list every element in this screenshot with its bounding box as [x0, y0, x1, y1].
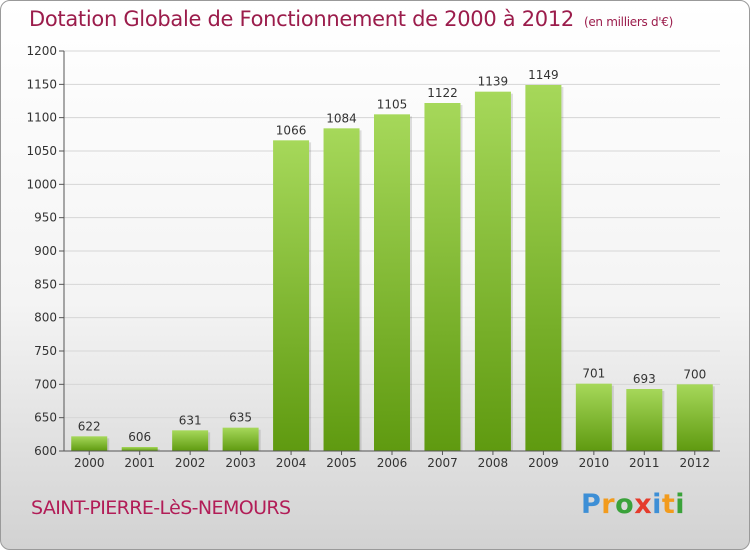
x-tick-label: 2011	[629, 456, 660, 470]
proxiti-logo: Proxiti	[581, 489, 685, 520]
logo-letter: i	[652, 489, 662, 520]
y-tick-label: 1050	[26, 144, 57, 158]
bar-value-label: 700	[683, 367, 706, 381]
bar-value-label: 1139	[478, 75, 509, 89]
bar-2005	[323, 128, 360, 451]
logo-letter: o	[615, 489, 635, 520]
y-tick-label: 850	[34, 277, 57, 291]
bar-2008	[474, 91, 511, 452]
y-tick-label: 1150	[26, 77, 57, 91]
bar-value-label: 693	[633, 372, 656, 386]
bar-2003	[222, 427, 259, 451]
bar-value-label: 1084	[326, 111, 357, 125]
bar-value-label: 701	[582, 367, 605, 381]
chart-title: Dotation Globale de Fonctionnement de 20…	[29, 7, 673, 31]
y-tick-label: 1100	[26, 111, 57, 125]
logo-letter: x	[634, 489, 653, 520]
bar-2000	[71, 436, 108, 451]
y-tick-label: 700	[34, 377, 57, 391]
logo-letter: t	[661, 489, 676, 520]
bar-value-label: 631	[179, 413, 202, 427]
x-tick-label: 2005	[326, 456, 357, 470]
axes: 600 650 700 750 800 850 900 950 1000 1050 1100 1150…	[26, 44, 720, 470]
logo-letter: i	[675, 489, 686, 520]
y-tick-label: 900	[34, 244, 57, 258]
bar-value-label: 1122	[427, 86, 458, 100]
bar-2007	[424, 103, 461, 451]
y-tick-label: 650	[34, 411, 57, 425]
y-tick-label: 750	[34, 344, 57, 358]
x-tick-label: 2003	[225, 456, 256, 470]
chart-unit: (en milliers d'€)	[583, 15, 673, 29]
x-tick-label: 2004	[276, 456, 307, 470]
bar-value-label: 606	[128, 430, 151, 444]
x-tick-label: 2007	[427, 456, 458, 470]
bars: 622 606 631 635 1066 1084 1105 1122 1139 1149 701 6…	[71, 68, 715, 452]
bar-value-label: 1149	[528, 68, 559, 82]
x-tick-label: 2008	[478, 456, 509, 470]
x-tick-label: 2012	[679, 456, 710, 470]
bar-2002	[172, 430, 209, 451]
x-tick-label: 2006	[377, 456, 408, 470]
bar-2006	[374, 114, 410, 451]
y-tick-label: 1000	[26, 177, 57, 191]
bar-2010	[575, 383, 612, 451]
logo-letter: P	[581, 489, 602, 520]
bar-2004	[273, 140, 310, 452]
x-tick-label: 2001	[124, 456, 155, 470]
commune-name: SAINT-PIERRE-LèS-NEMOURS	[31, 497, 291, 519]
x-tick-label: 2000	[74, 456, 105, 470]
x-tick-label: 2010	[579, 456, 610, 470]
bar-2012	[676, 384, 713, 451]
bar-value-label: 1066	[276, 123, 307, 137]
bar-2009	[525, 85, 562, 451]
bar-value-label: 1105	[377, 97, 408, 111]
bar-value-label: 622	[78, 419, 101, 433]
chart-title-text: Dotation Globale de Fonctionnement de 20…	[29, 7, 574, 31]
y-tick-label: 600	[34, 444, 57, 458]
bar-2011	[626, 389, 663, 451]
logo-letter: r	[601, 489, 616, 520]
x-tick-label: 2002	[175, 456, 206, 470]
bar-2001	[121, 447, 158, 451]
x-tick-label: 2009	[528, 456, 559, 470]
y-tick-label: 1200	[26, 44, 57, 58]
y-tick-label: 800	[34, 311, 57, 325]
y-tick-label: 950	[34, 211, 57, 225]
bar-value-label: 635	[229, 411, 252, 425]
